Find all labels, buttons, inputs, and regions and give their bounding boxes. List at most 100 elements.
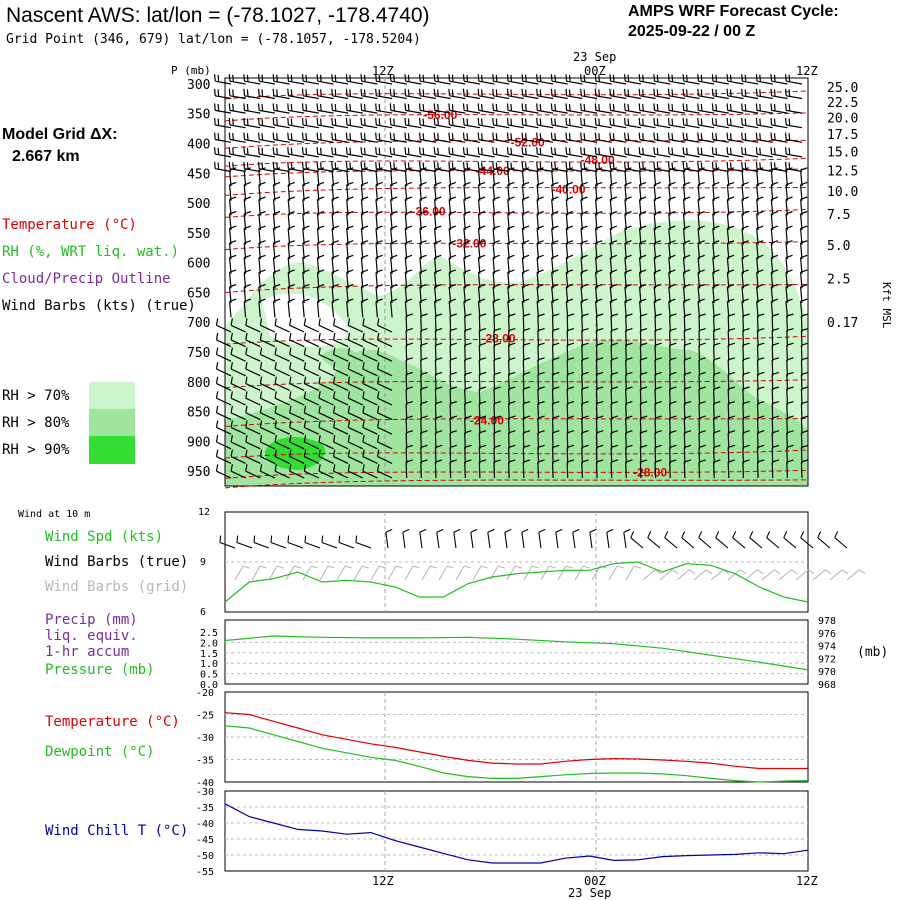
wind-barb xyxy=(345,132,363,143)
wind-barb xyxy=(537,401,545,420)
wind-barb xyxy=(609,254,618,274)
rh80-region xyxy=(225,339,808,486)
wind-barb xyxy=(258,210,266,230)
wind-barb xyxy=(301,74,319,85)
windchill-tick-label: -40 xyxy=(196,819,214,830)
wind-barb xyxy=(771,459,780,479)
wind-barb-true xyxy=(630,531,644,549)
wind-barb xyxy=(508,430,516,449)
pressure-tick-label: 950 xyxy=(187,465,210,480)
wind-barb xyxy=(537,415,545,435)
isotherm-line xyxy=(224,112,809,122)
wind-barb xyxy=(375,240,383,260)
wind-barb xyxy=(507,283,515,303)
wind-barb xyxy=(215,434,232,450)
wind-barb xyxy=(624,298,632,318)
wind-barb xyxy=(771,313,780,333)
wind-barb xyxy=(727,313,736,333)
wind-barb xyxy=(595,459,604,479)
wind-barb xyxy=(770,103,788,114)
wind-barb xyxy=(390,254,398,274)
wind-barb xyxy=(258,88,276,100)
wind-barb-true xyxy=(270,535,287,549)
wind-barb xyxy=(624,132,642,143)
wind-barb xyxy=(726,254,735,274)
wind-barb xyxy=(389,147,407,158)
wind-barb xyxy=(595,444,604,464)
wind-barb xyxy=(289,420,305,435)
wind-barb xyxy=(654,357,662,376)
wind-barb xyxy=(800,386,809,406)
wind-barb xyxy=(683,459,692,479)
wind-barb xyxy=(507,181,515,201)
wind-barb xyxy=(786,342,794,362)
precip-gridlines xyxy=(225,641,808,675)
wind-barb xyxy=(463,167,471,187)
wind-barb xyxy=(434,298,442,318)
wind-barb xyxy=(566,342,575,362)
wind-barb xyxy=(287,167,295,187)
wind-barb xyxy=(287,225,295,245)
wind-barb xyxy=(625,444,633,464)
pressure-unit-label: (mb) xyxy=(857,645,888,660)
wind-barb xyxy=(594,88,612,100)
wind-barb xyxy=(800,210,808,230)
wind-barb xyxy=(625,342,633,362)
wind-barb xyxy=(259,318,276,333)
wind-barb xyxy=(318,332,334,348)
wind-barb xyxy=(726,132,744,143)
wind-barb xyxy=(404,167,413,187)
wind-barb xyxy=(536,88,554,100)
wind-barb xyxy=(508,357,516,376)
wind-barb xyxy=(360,132,378,143)
wind-barb xyxy=(697,196,705,216)
wind-barb xyxy=(639,459,648,479)
wind-barb xyxy=(697,132,715,143)
wind-barb xyxy=(230,405,246,421)
wind-barb xyxy=(741,240,749,260)
wind-barb-grid xyxy=(319,565,335,581)
wind-barb-true xyxy=(749,531,763,549)
wind-barb xyxy=(228,88,246,100)
wind-barb xyxy=(433,74,451,85)
wind-barb xyxy=(566,401,575,420)
wind-barb xyxy=(609,167,618,187)
wind-barb xyxy=(258,269,266,289)
wind-barb xyxy=(800,342,809,362)
wind-barb xyxy=(800,240,808,260)
wind-barb xyxy=(625,430,633,449)
wind-barb xyxy=(786,386,794,406)
wind-barb xyxy=(682,254,691,274)
wind-barb xyxy=(756,313,765,333)
wind-barb xyxy=(537,328,545,347)
wind-barb xyxy=(289,362,305,377)
wind-barb xyxy=(595,430,604,449)
wind-barb xyxy=(653,254,662,274)
windchill-gridlines xyxy=(225,791,808,871)
wind-barb xyxy=(287,74,305,85)
wind-barb-grid xyxy=(625,565,641,581)
wind-barb xyxy=(301,147,319,158)
wind-barb xyxy=(566,430,575,449)
wind-barb xyxy=(565,74,583,85)
wind-barb xyxy=(521,147,539,158)
wind-barb xyxy=(565,240,574,260)
wind-barb xyxy=(639,167,647,187)
precip-left-axis: 2.52.01.51.00.50.0 xyxy=(200,628,218,691)
wind-barb xyxy=(390,269,398,289)
wind-barb xyxy=(346,240,354,260)
isotherm-line xyxy=(224,208,809,218)
wind-barb xyxy=(698,459,706,479)
wind-barb xyxy=(726,298,735,318)
wind-barb xyxy=(727,386,736,406)
forecast-cycle-label: AMPS WRF Forecast Cycle: xyxy=(628,3,839,20)
wind-barb xyxy=(551,342,560,362)
wind-barb xyxy=(492,117,510,129)
wind-barb xyxy=(580,117,598,129)
wind-10m-title: Wind at 10 m xyxy=(18,509,91,520)
wind-barb xyxy=(800,371,809,391)
wind-barb xyxy=(697,210,705,230)
wind-barb xyxy=(419,147,437,158)
wind-barb xyxy=(565,196,574,216)
wind-barb xyxy=(551,167,559,187)
